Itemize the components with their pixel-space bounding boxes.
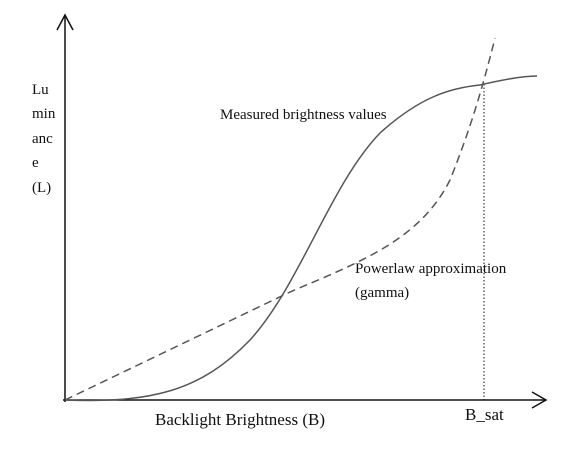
x-axis-label: Backlight Brightness (B) [155,410,325,429]
measured-label: Measured brightness values [220,107,387,123]
y-label-line: Lu [32,82,49,98]
y-label-line: anc [32,131,53,147]
powerlaw-label: (gamma) [355,285,409,301]
measured-curve [64,75,538,402]
powerlaw-label: Powerlaw approximation [355,261,507,277]
x-axis-arrow [531,391,548,409]
y-label-line: (L) [32,180,51,196]
y-label-line: min [32,106,56,122]
powerlaw-curve [64,37,496,401]
y-label-line: e [32,155,39,171]
saturation-label: B_sat [465,405,504,424]
y-axis-arrow [56,13,74,31]
